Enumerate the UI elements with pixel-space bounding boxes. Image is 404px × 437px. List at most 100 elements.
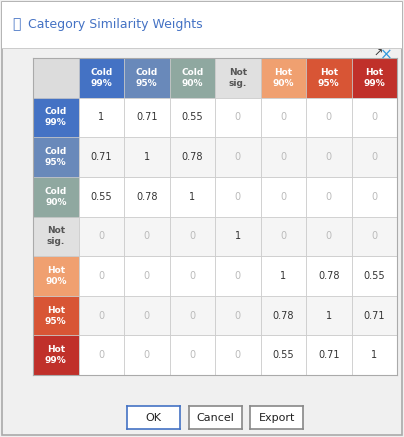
Text: 0.71: 0.71 xyxy=(364,311,385,321)
Bar xyxy=(78,335,124,375)
Bar xyxy=(306,256,351,296)
Bar xyxy=(306,177,351,216)
Bar xyxy=(306,216,351,256)
Bar xyxy=(33,58,78,97)
Text: Hot
90%: Hot 90% xyxy=(45,266,67,286)
Text: 0: 0 xyxy=(98,350,104,360)
Text: 0.78: 0.78 xyxy=(136,192,158,202)
Text: 1: 1 xyxy=(326,311,332,321)
Bar xyxy=(351,97,397,137)
Bar xyxy=(170,256,215,296)
Text: Not
sig.: Not sig. xyxy=(229,68,247,88)
Text: 0: 0 xyxy=(189,311,195,321)
Bar xyxy=(124,296,170,335)
Text: Cancel: Cancel xyxy=(196,413,234,423)
Bar xyxy=(261,137,306,177)
Text: Cold
99%: Cold 99% xyxy=(90,68,112,88)
Text: 0.71: 0.71 xyxy=(136,112,158,122)
Bar xyxy=(261,58,306,97)
Text: 0.55: 0.55 xyxy=(90,192,112,202)
Bar xyxy=(78,137,124,177)
Text: 1: 1 xyxy=(235,231,241,241)
Text: Hot
99%: Hot 99% xyxy=(45,345,67,365)
Text: 0: 0 xyxy=(189,350,195,360)
Text: 0: 0 xyxy=(98,271,104,281)
Text: 0.55: 0.55 xyxy=(181,112,203,122)
Bar xyxy=(351,256,397,296)
Text: 1: 1 xyxy=(371,350,377,360)
Bar xyxy=(261,296,306,335)
Bar xyxy=(261,256,306,296)
Text: 0: 0 xyxy=(280,152,286,162)
Text: 0: 0 xyxy=(280,192,286,202)
Bar xyxy=(33,296,78,335)
Text: 0: 0 xyxy=(189,271,195,281)
Text: 0: 0 xyxy=(235,271,241,281)
Text: 1: 1 xyxy=(189,192,195,202)
Bar xyxy=(333,20,345,42)
Text: OK: OK xyxy=(145,413,162,423)
Text: 0.71: 0.71 xyxy=(318,350,339,360)
Text: 0: 0 xyxy=(144,271,150,281)
Bar xyxy=(215,296,261,335)
Text: 0: 0 xyxy=(371,112,377,122)
Text: 0: 0 xyxy=(144,311,150,321)
Bar xyxy=(78,256,124,296)
Text: 1: 1 xyxy=(98,112,104,122)
Text: 0: 0 xyxy=(235,192,241,202)
Bar xyxy=(33,256,78,296)
Bar xyxy=(124,256,170,296)
Bar xyxy=(306,137,351,177)
Text: 0.78: 0.78 xyxy=(273,311,294,321)
Bar xyxy=(306,335,351,375)
Bar xyxy=(215,97,261,137)
Text: Export: Export xyxy=(259,413,295,423)
Text: 0.78: 0.78 xyxy=(318,271,339,281)
Text: Category Similarity Weights: Category Similarity Weights xyxy=(28,17,203,31)
Text: 0: 0 xyxy=(144,231,150,241)
Bar xyxy=(215,58,261,97)
Bar xyxy=(170,97,215,137)
Text: 0: 0 xyxy=(235,112,241,122)
Text: 0: 0 xyxy=(189,231,195,241)
Text: 0: 0 xyxy=(371,192,377,202)
Text: 0: 0 xyxy=(98,311,104,321)
Bar xyxy=(261,216,306,256)
Text: Cold
95%: Cold 95% xyxy=(136,68,158,88)
Bar xyxy=(261,335,306,375)
Bar xyxy=(351,137,397,177)
Bar xyxy=(78,216,124,256)
Bar xyxy=(33,97,78,137)
Bar xyxy=(78,97,124,137)
Bar xyxy=(306,296,351,335)
Text: Hot
99%: Hot 99% xyxy=(363,68,385,88)
Bar xyxy=(124,177,170,216)
Text: Hot
90%: Hot 90% xyxy=(273,68,294,88)
Text: 0.71: 0.71 xyxy=(90,152,112,162)
Text: 0.55: 0.55 xyxy=(272,350,294,360)
Bar xyxy=(351,177,397,216)
Bar xyxy=(78,58,124,97)
Text: 0: 0 xyxy=(98,231,104,241)
Text: 1: 1 xyxy=(144,152,150,162)
Text: 0: 0 xyxy=(371,231,377,241)
Text: ⓘ: ⓘ xyxy=(12,17,20,31)
Text: Cold
99%: Cold 99% xyxy=(44,108,67,128)
Text: Cold
90%: Cold 90% xyxy=(181,68,203,88)
Text: 0: 0 xyxy=(326,192,332,202)
Bar xyxy=(261,97,306,137)
Bar xyxy=(333,9,368,20)
Bar xyxy=(170,58,215,97)
Bar xyxy=(351,335,397,375)
Bar xyxy=(215,216,261,256)
Bar xyxy=(351,58,397,97)
Text: 0: 0 xyxy=(326,152,332,162)
Text: ↗: ↗ xyxy=(373,49,383,59)
Bar xyxy=(261,177,306,216)
Text: 0.55: 0.55 xyxy=(364,271,385,281)
Bar xyxy=(33,137,78,177)
Bar xyxy=(170,335,215,375)
Text: 1: 1 xyxy=(280,271,286,281)
Text: 0: 0 xyxy=(326,231,332,241)
Text: 0: 0 xyxy=(235,350,241,360)
